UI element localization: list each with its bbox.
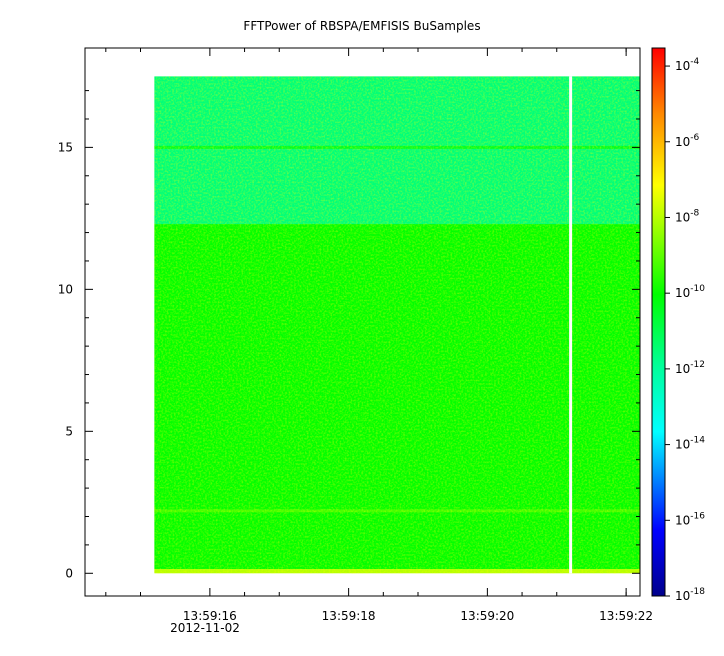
colorbar-tick-label: 10-16 xyxy=(675,511,705,527)
y-tick-label: 15 xyxy=(58,140,73,154)
plot-frame xyxy=(84,47,641,597)
colorbar-tick-label: 10-18 xyxy=(675,587,705,603)
spectrogram-texture xyxy=(154,76,640,574)
x-tick-label: 13:59:22 xyxy=(599,609,653,623)
x-tick-label: 13:59:20 xyxy=(460,609,514,623)
colorbar-tick-label: 10-6 xyxy=(675,133,700,149)
chart-title: FFTPower of RBSPA/EMFISIS BuSamples xyxy=(243,19,480,33)
colorbar-gradient xyxy=(651,47,666,597)
plot-area xyxy=(84,47,641,597)
x-axis-date-label: 2012-11-02 xyxy=(170,621,240,635)
colorbar-tick-label: 10-8 xyxy=(675,208,700,224)
data-gap xyxy=(569,76,573,574)
x-tick-label: 13:59:18 xyxy=(322,609,376,623)
y-axis: 0 5 10 15 xyxy=(58,90,640,580)
colorbar-tick-label: 10-4 xyxy=(675,57,700,73)
x-tick-label: 13:59:16 xyxy=(183,609,237,623)
y-tick-label: 5 xyxy=(65,424,73,438)
colorbar-tick-label: 10-10 xyxy=(675,284,705,300)
colorbar-tick-label: 10-14 xyxy=(675,436,705,452)
colorbar-tick-label: 10-12 xyxy=(675,360,705,376)
y-tick-label: 0 xyxy=(65,566,73,580)
y-tick-label: 10 xyxy=(58,282,73,296)
colorbar: 10-4 10-6 10-8 10-10 10-12 10-14 10-16 10-18 xyxy=(651,47,705,603)
x-axis: 13:59:16 13:59:18 13:59:20 13:59:22 xyxy=(105,48,653,623)
